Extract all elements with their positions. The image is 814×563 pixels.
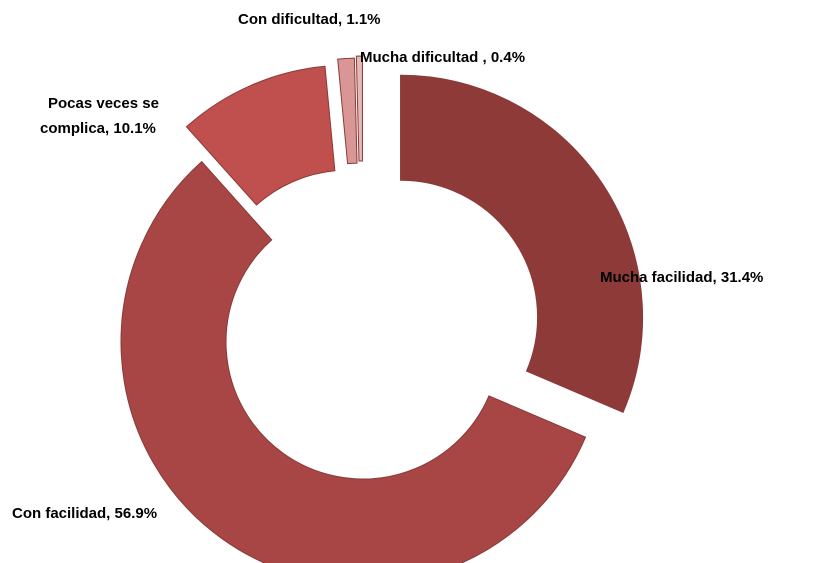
label-mucha-facilidad: Mucha facilidad, 31.4% [600,269,763,286]
slice-mucha-facilidad [400,74,644,414]
label-con-facilidad: Con facilidad, 56.9% [12,505,157,522]
label-mucha-dificultad: Mucha dificultad , 0.4% [360,49,525,66]
label-pocas-veces-line2: complica, 10.1% [40,120,156,137]
slice-con-dificultad [337,57,358,165]
label-pocas-veces-line1: Pocas veces se [48,95,159,112]
label-con-dificultad: Con dificultad, 1.1% [238,11,381,28]
slice-mucha-dificultad [355,55,363,162]
slice-pocas-veces-se-complica [185,65,336,206]
slice-con-facilidad [120,160,587,563]
slices-group [120,55,644,563]
